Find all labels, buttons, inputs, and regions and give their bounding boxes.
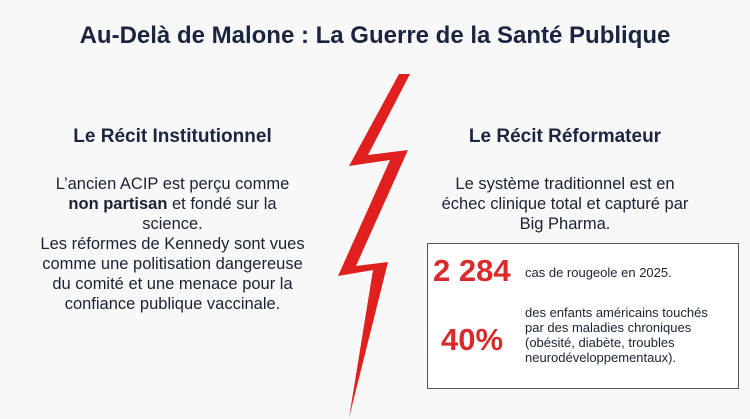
title: Au-Delà de Malone : La Guerre de la Sant… [79, 22, 671, 49]
text: L’ancien ACIP est perçu comme [55, 175, 290, 193]
stat-value: 2 284 [433, 253, 511, 288]
left-heading: Le Récit Institutionnel [73, 126, 272, 147]
stats-box [427, 243, 739, 389]
stat-text: cas de rougeole en 2025. [525, 265, 672, 280]
text: Les réformes de Kennedy sont vues comme … [40, 235, 305, 313]
lightning-bolt [338, 74, 410, 418]
stat-text: des enfants américains touchés par des m… [525, 305, 708, 365]
left-paragraph: L’ancien ACIP est perçu comme non partis… [40, 174, 305, 314]
stat-value: 40% [441, 322, 504, 357]
right-paragraph: Le système traditionnel est en échec cli… [441, 175, 689, 233]
right-heading: Le Récit Réformateur [468, 126, 662, 147]
text: et fondé sur la science. [142, 195, 277, 233]
bold-text: non partisan [68, 195, 168, 213]
